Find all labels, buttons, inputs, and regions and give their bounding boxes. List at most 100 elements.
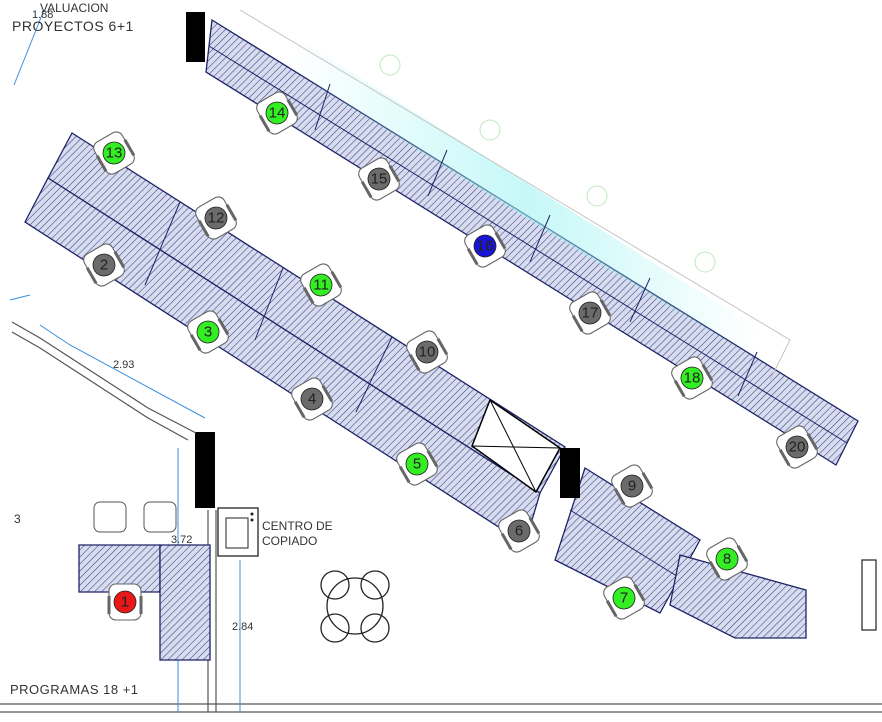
seat-status-dot — [113, 590, 137, 614]
seat-7[interactable]: 7 — [601, 574, 647, 621]
seat-11[interactable]: 11 — [298, 261, 344, 308]
dimension-3-72: 3.72 — [171, 534, 192, 546]
area-top-partial-label: VALUACION — [40, 1, 108, 15]
seat-number: 5 — [413, 456, 421, 473]
desk-row-top — [205, 18, 859, 466]
seat-14[interactable]: 14 — [254, 89, 300, 136]
chair-arm — [123, 139, 136, 157]
chair-arm — [286, 99, 299, 117]
seat-4[interactable]: 4 — [289, 375, 335, 422]
seat-status-dot — [785, 435, 809, 459]
seat-status-dot — [612, 586, 636, 610]
left-number-label: 3 — [14, 512, 21, 526]
chair-arm — [388, 165, 401, 183]
round-table — [320, 570, 390, 643]
seat-number: 17 — [582, 305, 599, 322]
seat-number: 6 — [515, 523, 523, 540]
chair-arm — [95, 155, 108, 173]
seat-20[interactable]: 20 — [774, 423, 820, 470]
area-top-label: PROYECTOS 6+1 — [12, 18, 134, 34]
door — [861, 559, 877, 631]
seat-8[interactable]: 8 — [704, 535, 750, 582]
seat-number: 10 — [419, 344, 436, 361]
seat-9[interactable]: 9 — [609, 462, 655, 509]
seat-number: 11 — [313, 277, 329, 294]
dimension-lines — [9, 9, 241, 712]
chair-arm — [778, 449, 791, 467]
chair-arm — [436, 338, 449, 356]
seat-number: 20 — [789, 439, 806, 456]
seat-status-dot — [415, 340, 439, 364]
desk-block-left — [78, 501, 211, 661]
seat-status-dot — [102, 141, 126, 165]
seat-number: 15 — [371, 171, 388, 188]
chair-arm — [189, 334, 202, 352]
wall — [0, 321, 882, 713]
area-bottom-label: PROGRAMAS 18 +1 — [10, 682, 139, 697]
seat-12[interactable]: 12 — [193, 194, 239, 241]
copy-center-box — [217, 507, 259, 557]
seat-10[interactable]: 10 — [404, 328, 450, 375]
chair-arm — [408, 354, 421, 372]
seat-status-dot — [265, 101, 289, 125]
chair-arm — [708, 561, 721, 579]
seat-status-dot — [620, 474, 644, 498]
seat-status-dot — [367, 167, 391, 191]
seat-16[interactable]: 16 — [462, 222, 508, 269]
seat-status-dot — [715, 547, 739, 571]
chair-arm — [641, 472, 654, 490]
seat-17[interactable]: 17 — [567, 289, 613, 336]
seat-status-dot — [405, 452, 429, 476]
copy-center-label-line1: CENTRO DE — [262, 519, 333, 533]
seat-15[interactable]: 15 — [356, 155, 402, 202]
chair-arm — [599, 299, 612, 317]
seat-2[interactable]: 2 — [81, 241, 127, 288]
seat-13[interactable]: 13 — [91, 129, 137, 176]
seat-number: 3 — [204, 324, 212, 341]
chair-arm — [85, 267, 98, 285]
seat-number: 2 — [100, 257, 108, 274]
seat-number: 14 — [269, 105, 286, 122]
seat-number: 7 — [620, 590, 628, 607]
chair-arm — [225, 204, 238, 222]
chair-arm — [426, 450, 439, 468]
chair-arm — [113, 251, 126, 269]
seat-3[interactable]: 3 — [185, 308, 231, 355]
chair-arm — [528, 517, 541, 535]
seat-status-dot — [309, 273, 333, 297]
chair-arm — [736, 545, 749, 563]
seat-number: 8 — [723, 551, 731, 568]
chair-arm — [701, 364, 714, 382]
seat-1[interactable]: 1 — [107, 583, 143, 621]
chair-arm — [806, 433, 819, 451]
chair-arm — [633, 584, 646, 602]
chair-arm — [302, 287, 315, 305]
chair-arm — [258, 115, 271, 133]
chair-arm — [613, 488, 626, 506]
seat-5[interactable]: 5 — [394, 440, 440, 487]
chair-arm — [571, 315, 584, 333]
column-mid — [560, 448, 580, 498]
chair-arm — [398, 466, 411, 484]
seat-6[interactable]: 6 — [496, 507, 542, 554]
chair-arm — [321, 385, 334, 403]
chair-arm — [360, 181, 373, 199]
seat-number: 1 — [121, 594, 129, 611]
seat-number: 9 — [628, 478, 636, 495]
chair-arm — [494, 232, 507, 250]
seat-status-dot — [196, 320, 220, 344]
column-top — [186, 12, 205, 62]
seat-status-dot — [473, 234, 497, 258]
seat-number: 13 — [106, 145, 123, 162]
chair-arm — [673, 380, 686, 398]
chair-arm — [330, 271, 343, 289]
seat-number: 16 — [477, 238, 494, 255]
dimension-2-93: 2.93 — [113, 359, 134, 371]
seat-status-dot — [300, 387, 324, 411]
faint-outline — [239, 9, 791, 381]
seat-18[interactable]: 18 — [669, 354, 715, 401]
seat-status-dot — [92, 253, 116, 277]
